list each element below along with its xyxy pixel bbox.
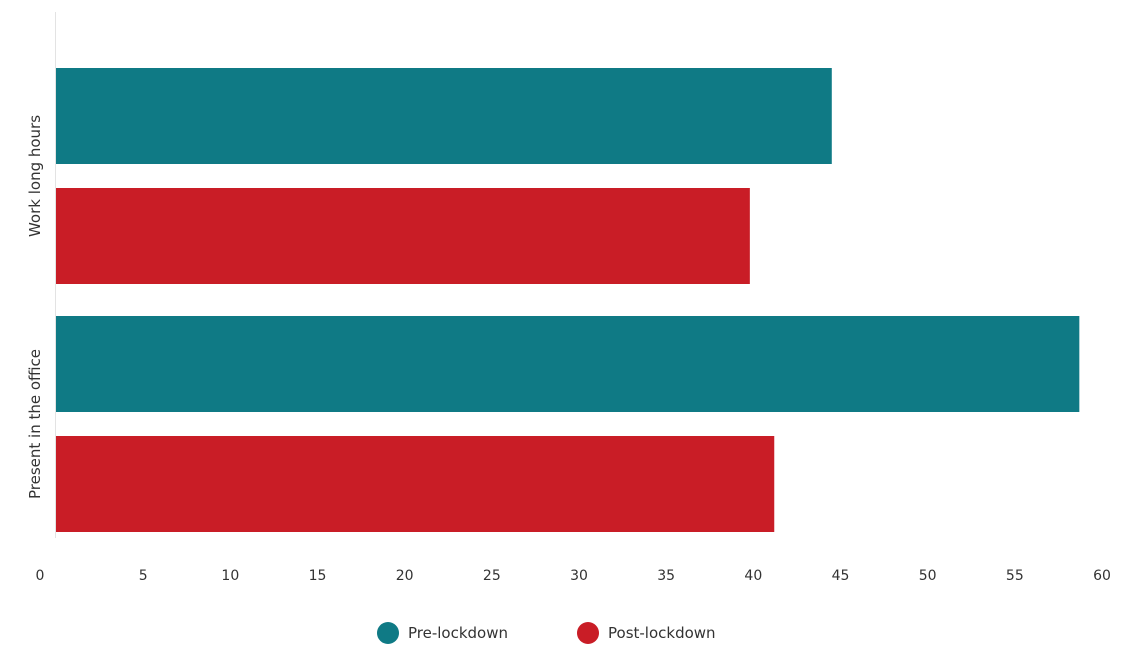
x-tick-label: 40 (744, 568, 762, 584)
x-tick-label: 5 (139, 568, 148, 584)
category-label: Work long hours (26, 115, 44, 237)
x-tick-label: 10 (221, 568, 239, 584)
legend-marker (577, 622, 599, 644)
x-tick-label: 0 (36, 568, 45, 584)
x-tick-label: 55 (1006, 568, 1024, 584)
x-tick-label: 30 (570, 568, 588, 584)
x-tick-label: 45 (832, 568, 850, 584)
bar-post-lockdown-1 (56, 188, 750, 284)
x-tick-label: 25 (483, 568, 501, 584)
legend-label: Pre-lockdown (408, 624, 508, 642)
x-tick-label: 20 (396, 568, 414, 584)
legend-marker (377, 622, 399, 644)
category-label: Present in the office (26, 349, 44, 499)
bar-pre-lockdown-2 (56, 316, 1080, 412)
x-tick-label: 50 (919, 568, 937, 584)
x-tick-label: 35 (657, 568, 675, 584)
x-tick-label: 60 (1093, 568, 1111, 584)
legend-label: Post-lockdown (608, 624, 716, 642)
x-tick-label: 15 (309, 568, 327, 584)
bar-pre-lockdown-1 (56, 68, 832, 164)
bar-post-lockdown-2 (56, 436, 775, 532)
